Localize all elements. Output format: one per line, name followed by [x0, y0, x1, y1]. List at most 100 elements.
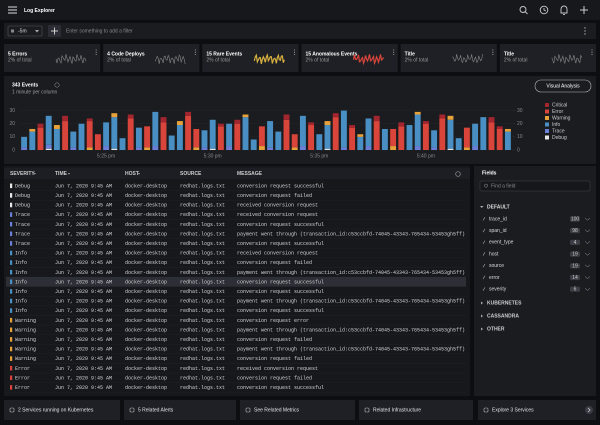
- bar-segment: [53, 128, 60, 150]
- related-action[interactable]: [4, 400, 120, 420]
- field-expand[interactable]: [584, 276, 591, 280]
- bar-segment: [447, 119, 454, 149]
- bell-icon[interactable]: [560, 5, 568, 15]
- bar-segment: [168, 135, 175, 150]
- log-cell: docker-desktop: [125, 241, 167, 247]
- bar-segment: [86, 147, 93, 150]
- bar-segment: [78, 123, 85, 150]
- severity-indicator: [10, 269, 13, 275]
- log-cell: redhat.logs.txt: [180, 193, 225, 199]
- field-count: 19: [572, 263, 578, 269]
- group-caret[interactable]: [481, 314, 483, 318]
- log-cell: redhat.logs.txt: [180, 260, 225, 266]
- bar-segment: [217, 126, 224, 150]
- bar-segment: [144, 126, 151, 148]
- related-action-label: Explore 3 Services: [492, 408, 534, 414]
- bar-segment: [201, 147, 208, 150]
- log-cell: Debug: [15, 193, 30, 199]
- log-cell: redhat.logs.txt: [180, 251, 225, 257]
- field-type-icon: [482, 228, 486, 233]
- field-expand[interactable]: [584, 217, 591, 221]
- bar-segment: [332, 113, 339, 118]
- bar-segment: [86, 118, 93, 122]
- card-menu-dot: [194, 49, 196, 51]
- group-caret[interactable]: [481, 327, 483, 331]
- field-expand[interactable]: [584, 229, 591, 233]
- bar-segment: [480, 117, 487, 150]
- column-header: SEVERITY: [10, 171, 35, 177]
- visual-analysis-button[interactable]: [534, 79, 592, 93]
- log-cell: conversion request failed: [237, 193, 312, 199]
- related-action[interactable]: [240, 400, 355, 420]
- field-search[interactable]: [479, 180, 591, 192]
- kebab-icon[interactable]: [584, 27, 586, 35]
- field-expand[interactable]: [584, 288, 591, 291]
- y2-tick-label: 10: [517, 134, 523, 140]
- bar-segment: [127, 114, 134, 119]
- field-expand[interactable]: [584, 264, 591, 268]
- bar-segment: [242, 117, 249, 150]
- log-cell: Jun 7, 2020 9:45 AM: [55, 183, 112, 189]
- field-type-icon: [482, 217, 486, 221]
- log-cell: payment went through (transaction_id:c53…: [237, 270, 465, 276]
- log-cell: conversion request error: [237, 318, 309, 324]
- legend-label: Trace: [552, 128, 565, 134]
- card-menu-dot: [393, 51, 395, 53]
- card-sparkline: [55, 54, 87, 65]
- card-menu-dot: [293, 53, 296, 55]
- field-count: 100: [571, 217, 580, 223]
- table-settings-icon[interactable]: [455, 171, 461, 177]
- legend-label: Critical: [552, 102, 567, 108]
- log-cell: Jun 7, 2020 9:45 AM: [55, 347, 112, 353]
- search-icon[interactable]: [519, 6, 528, 15]
- add-icon[interactable]: [580, 6, 588, 14]
- column-header: TIME: [55, 171, 68, 177]
- bar-segment: [414, 114, 421, 147]
- log-cell: redhat.logs.txt: [180, 385, 225, 391]
- log-cell: received conversion request: [237, 366, 318, 372]
- field-expand[interactable]: [584, 241, 591, 244]
- bar-segment: [135, 127, 142, 148]
- log-cell: Error: [15, 366, 30, 372]
- insight-card[interactable]: [103, 44, 200, 72]
- bar-segment: [62, 121, 69, 150]
- log-row[interactable]: [6, 277, 466, 287]
- card-sparkline: [551, 54, 583, 64]
- log-cell: docker-desktop: [125, 308, 167, 314]
- field-expand[interactable]: [584, 252, 591, 256]
- field-count-badge: [570, 274, 580, 281]
- card-menu-dot: [95, 49, 97, 51]
- related-action[interactable]: [124, 400, 236, 420]
- log-cell: redhat.logs.txt: [180, 327, 225, 333]
- time-range-select[interactable]: [7, 25, 43, 37]
- card-subtitle: 2% of total: [8, 57, 32, 63]
- field-count-badge: [570, 216, 580, 222]
- log-cell: redhat.logs.txt: [180, 299, 225, 305]
- bar-segment: [463, 127, 470, 148]
- log-cell: conversion request successful: [237, 279, 324, 285]
- insight-card[interactable]: [499, 44, 596, 72]
- y-tick-label: 10: [9, 134, 15, 140]
- bar-segment: [447, 115, 454, 120]
- y-tick-label: 30: [9, 108, 15, 114]
- dropdown-caret: [35, 30, 39, 33]
- card-menu-dot: [95, 51, 97, 53]
- log-cell: Jun 7, 2020 9:45 AM: [55, 222, 112, 228]
- bar-segment: [439, 118, 446, 150]
- column-header: HOST: [125, 171, 139, 177]
- log-cell: Jun 7, 2020 9:45 AM: [55, 279, 112, 285]
- group-caret[interactable]: [481, 301, 483, 305]
- history-icon[interactable]: [539, 5, 549, 15]
- bar-segment: [21, 147, 28, 150]
- insight-card[interactable]: [400, 44, 497, 72]
- bar-segment: [135, 147, 142, 150]
- footer-next[interactable]: [585, 406, 593, 414]
- card-menu-dot: [591, 49, 593, 51]
- log-cell: redhat.logs.txt: [180, 222, 225, 228]
- severity-indicator: [10, 385, 13, 390]
- related-action[interactable]: [478, 400, 596, 420]
- related-action[interactable]: [359, 400, 473, 420]
- menu-icon[interactable]: [8, 6, 17, 14]
- field-count-badge: [570, 228, 580, 234]
- log-cell: conversion request failed: [237, 356, 312, 362]
